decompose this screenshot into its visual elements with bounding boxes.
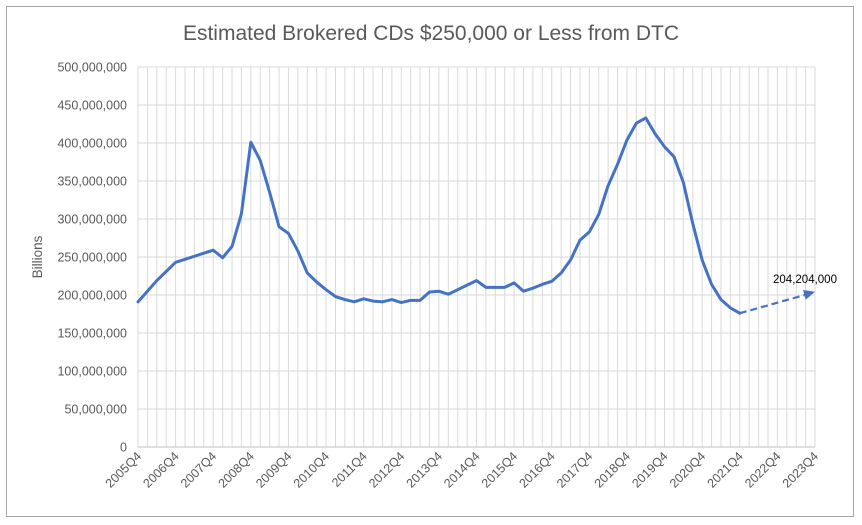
annotation-label: 204,204,000 <box>773 274 837 286</box>
x-tick-label: 2005Q4 <box>103 449 144 490</box>
x-tick-label: 2006Q4 <box>140 449 181 490</box>
x-tick-label: 2020Q4 <box>667 449 708 490</box>
y-tick-label: 350,000,000 <box>57 175 127 189</box>
y-axis-ticks: 0 50,000,000 100,000,000 150,000,000 200,000… <box>57 61 127 455</box>
y-tick-label: 500,000,000 <box>57 61 127 75</box>
x-tick-label: 2023Q4 <box>780 449 821 490</box>
x-tick-label: 2021Q4 <box>705 449 746 490</box>
x-tick-label: 2018Q4 <box>592 449 633 490</box>
x-tick-label: 2013Q4 <box>404 449 445 490</box>
y-tick-label: 450,000,000 <box>57 99 127 113</box>
x-tick-label: 2008Q4 <box>216 449 257 490</box>
y-axis-label: Billions <box>30 235 45 278</box>
projection-dashed-line <box>739 292 810 315</box>
y-tick-label: 250,000,000 <box>57 251 127 265</box>
x-tick-label: 2016Q4 <box>516 449 557 490</box>
x-tick-label: 2022Q4 <box>742 449 783 490</box>
series-line <box>136 116 742 315</box>
projection-line <box>739 290 815 315</box>
x-tick-label: 2010Q4 <box>291 449 332 490</box>
y-tick-label: 50,000,000 <box>64 403 127 417</box>
chart-title: Estimated Brokered CDs $250,000 or Less … <box>183 22 679 45</box>
y-tick-label: 150,000,000 <box>57 327 127 341</box>
x-tick-label: 2015Q4 <box>479 449 520 490</box>
y-tick-label: 100,000,000 <box>57 365 127 379</box>
x-tick-label: 2009Q4 <box>253 449 294 490</box>
x-tick-label: 2012Q4 <box>366 449 407 490</box>
y-tick-label: 0 <box>120 441 127 455</box>
y-tick-label: 200,000,000 <box>57 289 127 303</box>
x-tick-label: 2011Q4 <box>329 449 370 490</box>
y-tick-label: 400,000,000 <box>57 137 127 151</box>
gridlines <box>137 66 816 448</box>
x-tick-label: 2007Q4 <box>178 449 219 490</box>
projection-arrowhead <box>803 290 815 300</box>
x-tick-label: 2019Q4 <box>629 449 670 490</box>
y-tick-label: 300,000,000 <box>57 213 127 227</box>
x-tick-label: 2017Q4 <box>554 449 595 490</box>
x-tick-label: 2014Q4 <box>441 449 482 490</box>
x-axis-ticks: 2005Q42006Q42007Q42008Q42009Q42010Q42011… <box>103 449 821 490</box>
